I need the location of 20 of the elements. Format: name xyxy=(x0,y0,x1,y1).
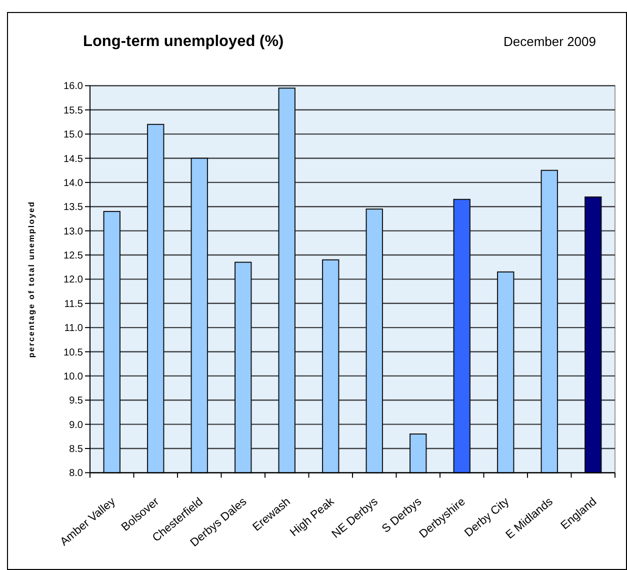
chart-title: Long-term unemployed (%) xyxy=(83,33,284,50)
y-tick-label: 15.0 xyxy=(64,130,84,141)
y-tick-label: 13.0 xyxy=(64,226,84,238)
y-tick-label: 11.5 xyxy=(64,298,84,310)
y-tick-label: 10.5 xyxy=(64,347,84,358)
y-tick-label: 12.5 xyxy=(64,250,84,262)
y-tick-label: 11.0 xyxy=(64,323,84,334)
chart-subtitle: December 2009 xyxy=(504,34,596,49)
y-tick-label: 12.0 xyxy=(64,274,84,286)
y-tick-label: 8.5 xyxy=(69,444,84,456)
y-tick-label: 10.0 xyxy=(64,371,84,382)
y-tick-label: 16.0 xyxy=(64,81,84,92)
y-tick-label: 15.5 xyxy=(64,105,84,116)
y-tick-label: 9.5 xyxy=(69,396,84,407)
y-tick-label: 8.0 xyxy=(69,468,84,480)
y-tick-label: 9.0 xyxy=(69,420,84,431)
y-tick-label: 13.5 xyxy=(64,202,84,214)
y-tick-label: 14.0 xyxy=(64,178,84,189)
y-tick-label: 14.5 xyxy=(64,154,84,165)
y-axis-title: percentage of total unemployed xyxy=(27,200,36,358)
